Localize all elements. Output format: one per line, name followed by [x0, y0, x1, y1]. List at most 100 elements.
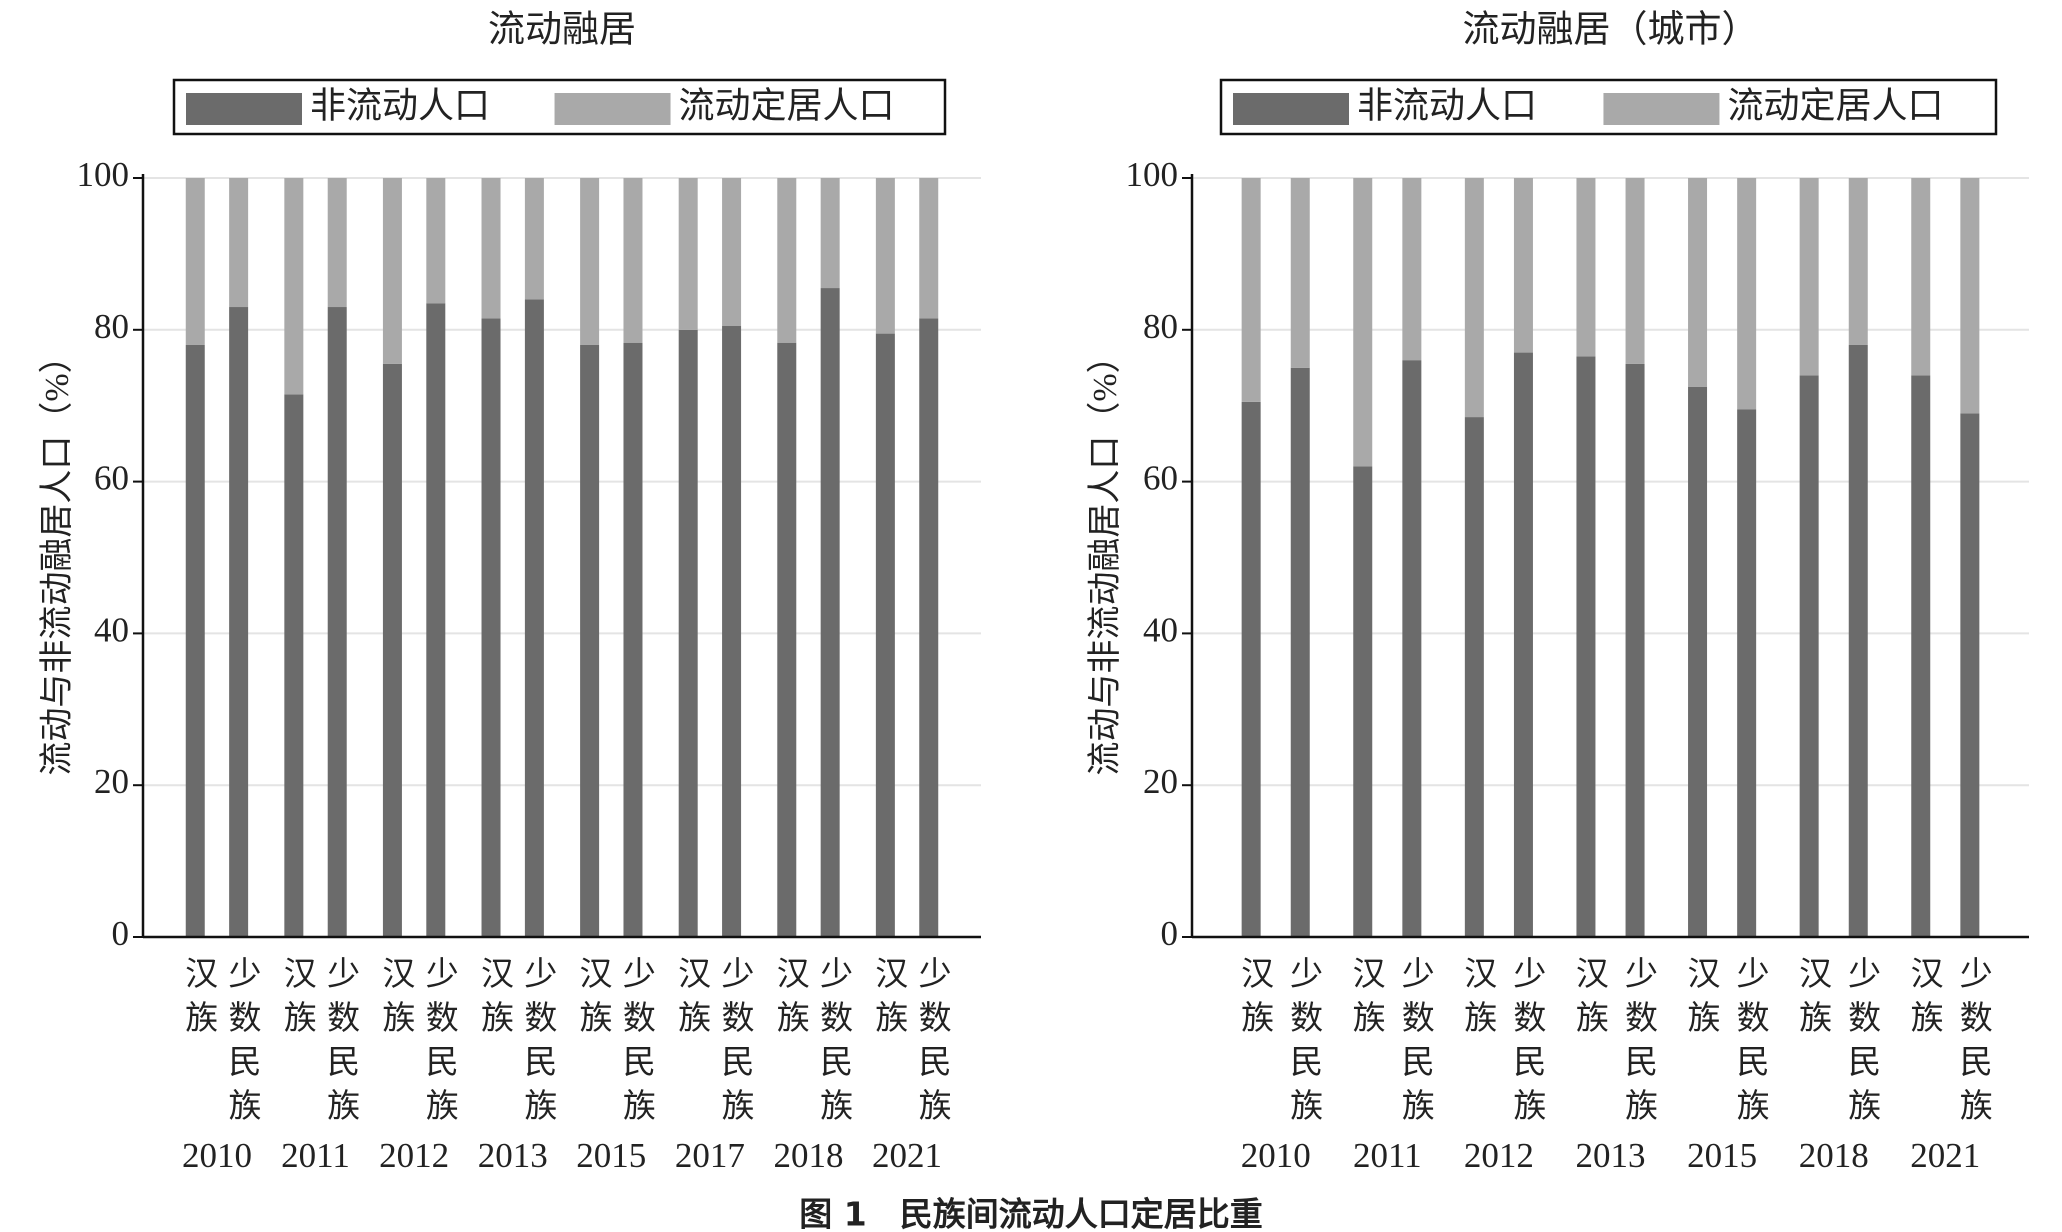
bar-segment	[284, 394, 304, 937]
bar-segment	[875, 333, 895, 938]
legend-swatch	[1603, 93, 1720, 125]
legend-box	[172, 78, 947, 136]
bar-segment	[1737, 409, 1757, 937]
bar-segment	[1688, 178, 1708, 387]
group-label: 2012	[379, 1136, 449, 1175]
bar-segment	[1737, 178, 1757, 410]
y-tick-label: 40	[94, 610, 129, 649]
bar-segment	[1799, 375, 1819, 938]
bar-segment	[919, 178, 939, 319]
bar-segment	[820, 288, 840, 937]
bar-segment	[820, 178, 840, 289]
y-tick-label: 0	[112, 914, 130, 953]
bar-segment	[229, 307, 249, 937]
x-tick-label: 少数民族	[1285, 956, 1323, 1132]
legend-label: 流动定居人口	[679, 85, 895, 125]
bar-segment	[1464, 178, 1484, 418]
y-axis-label: 流动与非流动融居人口（%）	[38, 339, 76, 775]
x-tick-label: 少数民族	[815, 956, 853, 1132]
x-tick-label: 汉族	[180, 956, 218, 1044]
x-tick-label: 汉族	[1347, 956, 1385, 1044]
bar-segment	[524, 299, 544, 937]
bar-segment	[284, 178, 304, 395]
x-tick-label: 少数民族	[1731, 956, 1769, 1132]
bar-segment	[580, 344, 600, 938]
bar-segment	[1799, 178, 1819, 376]
bar-segment	[327, 307, 347, 937]
bar-segment	[580, 178, 600, 345]
y-tick-label: 60	[94, 459, 129, 498]
x-tick-label: 汉族	[673, 956, 711, 1044]
x-tick-label: 汉族	[771, 956, 809, 1044]
group-label: 2021	[872, 1136, 942, 1175]
bar-segment	[777, 342, 797, 937]
bar-segment	[623, 178, 643, 343]
bar-segment	[1848, 178, 1868, 345]
bar-segment	[481, 178, 501, 319]
legend-box	[1219, 78, 1998, 136]
group-label: 2018	[773, 1136, 843, 1175]
bar-segment	[1576, 178, 1596, 357]
bar-segment	[426, 178, 446, 304]
bar-segment	[1625, 178, 1645, 364]
x-tick-label: 少数民族	[1954, 956, 1992, 1132]
bar-segment	[382, 363, 402, 938]
bar-segment	[1290, 178, 1310, 368]
bar-segment	[1960, 178, 1980, 414]
bar-segment	[1911, 375, 1931, 938]
bar-segment	[1625, 363, 1645, 938]
bar-segment	[678, 178, 698, 330]
y-tick-label: 80	[94, 307, 129, 346]
bar-segment	[426, 303, 446, 937]
x-tick-label: 少数民族	[420, 956, 458, 1132]
group-label: 2011	[281, 1136, 350, 1175]
bar-segment	[382, 178, 402, 364]
bar-segment	[1241, 178, 1261, 402]
bar-segment	[1513, 178, 1533, 353]
x-tick-label: 汉族	[870, 956, 908, 1044]
group-label: 2011	[1353, 1136, 1422, 1175]
y-tick-label: 40	[1143, 610, 1178, 649]
bar-segment	[1402, 360, 1422, 937]
chart-title: 流动融居	[488, 9, 636, 50]
bar-segment	[919, 318, 939, 937]
x-tick-label: 汉族	[377, 956, 415, 1044]
bar-segment	[1402, 178, 1422, 361]
bar-segment	[1576, 356, 1596, 937]
legend-swatch	[186, 93, 302, 125]
group-label: 2021	[1910, 1136, 1980, 1175]
bar-segment	[327, 178, 347, 308]
bar-segment	[777, 178, 797, 343]
x-tick-label: 少数民族	[322, 956, 360, 1132]
x-tick-label: 汉族	[1236, 956, 1274, 1044]
x-tick-label: 少数民族	[1843, 956, 1881, 1132]
bar-segment	[481, 318, 501, 937]
x-tick-label: 汉族	[1905, 956, 1943, 1044]
bar-segment	[1848, 344, 1868, 938]
group-label: 2010	[182, 1136, 252, 1175]
legend-label: 流动定居人口	[1727, 85, 1943, 125]
bar-segment	[722, 326, 742, 937]
group-label: 2017	[675, 1136, 745, 1175]
y-tick-label: 100	[1126, 155, 1179, 194]
bar-segment	[1353, 178, 1373, 467]
x-tick-label: 汉族	[574, 956, 612, 1044]
bar-segment	[229, 178, 249, 308]
bar-segment	[623, 342, 643, 937]
x-tick-label: 汉族	[278, 956, 316, 1044]
y-tick-label: 20	[1143, 762, 1178, 801]
x-tick-label: 汉族	[1570, 956, 1608, 1044]
bar-segment	[185, 178, 205, 345]
legend-label: 非流动人口	[310, 85, 490, 125]
bar-segment	[1353, 466, 1373, 937]
x-tick-label: 少数民族	[1619, 956, 1657, 1132]
group-label: 2013	[478, 1136, 548, 1175]
chart-title: 流动融居（城市）	[1463, 8, 1759, 50]
x-tick-label: 汉族	[1794, 956, 1832, 1044]
bar-segment	[1911, 178, 1931, 376]
bar-segment	[678, 329, 698, 937]
caption: 图 1 民族间流动人口定居比重	[799, 1195, 1262, 1232]
legend-swatch	[554, 93, 671, 125]
group-label: 2015	[576, 1136, 646, 1175]
